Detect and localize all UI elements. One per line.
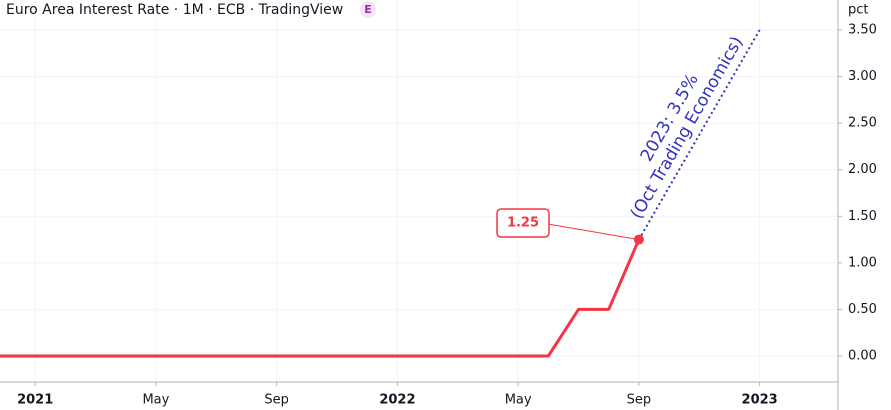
x-tick-label: May bbox=[142, 393, 169, 408]
x-tick-label: 2023 bbox=[742, 393, 778, 408]
y-tick-label: 2.50 bbox=[848, 116, 877, 131]
x-tick-label: Sep bbox=[264, 393, 289, 408]
y-tick-label: 3.50 bbox=[848, 23, 877, 38]
y-tick-label: 1.50 bbox=[848, 209, 877, 224]
x-tick-label: 2022 bbox=[379, 393, 415, 408]
x-tick-label: Sep bbox=[627, 393, 652, 408]
line bbox=[0, 238, 641, 358]
y-tick-label: 0.50 bbox=[848, 302, 877, 317]
y-tick-label: 2.00 bbox=[848, 162, 877, 177]
x-tick-label: May bbox=[505, 393, 532, 408]
annotation-line bbox=[638, 29, 761, 241]
y-tick-label: 3.00 bbox=[848, 69, 877, 84]
y-tick-label: 1.00 bbox=[848, 255, 877, 270]
value-label: 1.25 bbox=[507, 216, 539, 231]
x-tick-label: 2021 bbox=[17, 393, 53, 408]
y-unit: pct bbox=[848, 3, 869, 18]
value-label-box bbox=[496, 208, 550, 238]
badge: E bbox=[364, 3, 372, 16]
badge-bg bbox=[360, 1, 376, 18]
chart-title: Euro Area Interest Rate · 1M · ECB · Tra… bbox=[6, 2, 343, 18]
label-connector bbox=[547, 223, 639, 241]
grid bbox=[0, 0, 838, 382]
last-point bbox=[633, 234, 644, 245]
y-tick-label: 0.00 bbox=[848, 349, 877, 364]
